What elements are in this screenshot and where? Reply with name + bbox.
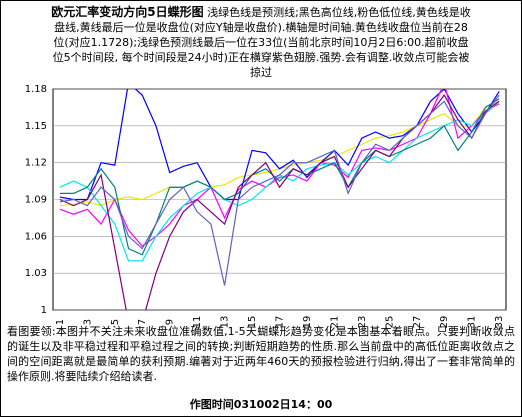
x-tick-label: 27: [412, 316, 423, 329]
x-tick-label: 5: [110, 319, 121, 325]
subtitle: 浅绿色线是预测线;黑色高位线,粉色低位线,黄色线是收盘线,黄线最后一位是收盘位(…: [52, 6, 471, 79]
y-tick-label: 1.15: [25, 121, 47, 132]
series-line: [59, 89, 500, 201]
y-tick-label: 1.06: [25, 231, 47, 242]
series-line: [59, 94, 500, 286]
chart-title: 欧元汇率变动方向5日蝶形图: [51, 5, 204, 19]
x-tick-label: 25: [384, 316, 395, 329]
y-tick-label: 1: [41, 305, 47, 316]
y-tick-label: 1.09: [25, 195, 47, 206]
x-tick-label: 29: [439, 316, 450, 329]
x-tick-label: 9: [165, 319, 176, 325]
y-tick-label: 1.03: [25, 268, 47, 279]
x-tick-label: 1: [55, 319, 66, 325]
x-tick-label: 13: [220, 316, 231, 329]
series-line: [59, 89, 500, 247]
x-tick-label: 15: [247, 316, 258, 329]
x-tick-label: 31: [467, 316, 478, 329]
y-tick-label: 1.18: [25, 84, 47, 95]
x-tick-label: 17: [275, 316, 286, 329]
annotation: 看图要领:本图并不关注未来收盘位准确数值,1-5天蝴蝶形趋势变化是本图基本着眼点…: [7, 325, 515, 383]
x-tick-label: 7: [137, 319, 148, 325]
header: 欧元汇率变动方向5日蝶形图 浅绿色线是预测线;黑色高位线,粉色低位线,黄色线是收…: [51, 5, 471, 80]
x-tick-label: 3: [82, 319, 93, 325]
series-line: [59, 98, 500, 256]
x-tick-label: 23: [357, 316, 368, 329]
x-tick-label: 11: [192, 316, 203, 329]
x-tick-label: 21: [329, 316, 340, 329]
y-tick-label: 1.12: [25, 158, 47, 169]
x-tick-label: 33: [494, 316, 505, 329]
footer: 作图时间031002日14：00: [189, 398, 333, 411]
x-tick-label: 19: [302, 316, 313, 329]
